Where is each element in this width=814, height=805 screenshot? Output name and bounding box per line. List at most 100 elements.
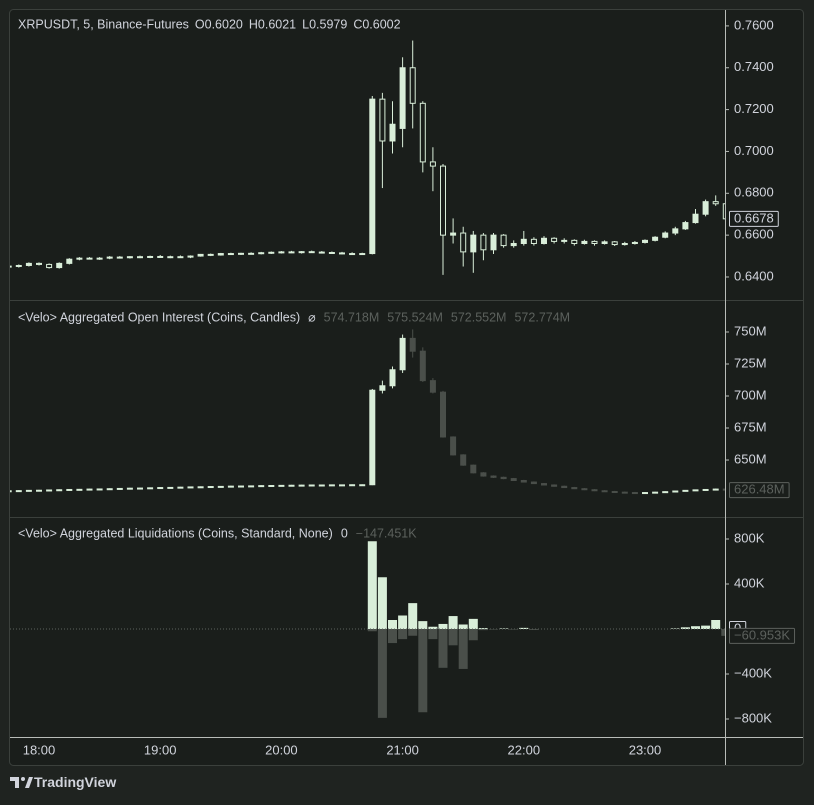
candle-body — [308, 251, 315, 254]
candle-body — [682, 222, 689, 230]
candle-body — [15, 490, 22, 493]
ohlc-value: H0.6021 — [249, 17, 296, 31]
liquidation-bar — [438, 623, 448, 630]
y-tick-label: 0.6600 — [734, 227, 774, 242]
liquidation-bar — [721, 629, 725, 636]
y-tick-label: 675M — [734, 419, 767, 434]
candle-body — [36, 489, 42, 492]
candle-body — [137, 256, 143, 259]
candle-body — [238, 252, 244, 255]
candle-body — [288, 484, 295, 487]
pane-title: <Velo> Aggregated Liquidations (Coins, S… — [18, 526, 333, 540]
candle-body — [167, 486, 174, 489]
liquidation-bar — [448, 629, 458, 646]
candle-body — [96, 257, 103, 260]
legend-value: 575.524M — [387, 310, 443, 324]
y-tick-label: 650M — [734, 451, 767, 466]
candle-body — [530, 238, 537, 245]
candle-body — [227, 485, 234, 488]
candle-body — [10, 490, 12, 493]
candle-body — [440, 391, 446, 438]
liquidation-bar — [478, 628, 488, 630]
liquidation-bar — [367, 541, 377, 630]
candle-body — [440, 165, 446, 236]
candle-body — [611, 241, 618, 246]
candle-body — [25, 262, 32, 266]
candle-body — [46, 263, 53, 269]
candle-body — [460, 232, 467, 253]
candle-body — [389, 123, 396, 142]
candle-body — [268, 485, 275, 488]
candle-body — [207, 486, 214, 489]
candle-body — [147, 255, 154, 258]
price-pane — [10, 40, 725, 275]
candle-body — [490, 475, 497, 478]
last-value-label: 0.6678 — [734, 210, 774, 225]
candle-body — [258, 252, 265, 255]
candle-body — [682, 489, 689, 492]
liquidation-bar — [418, 621, 428, 630]
candle-body — [248, 485, 255, 488]
brand-name: TradingView — [34, 774, 116, 790]
y-tick-label: 400K — [734, 575, 765, 590]
candle-body — [369, 389, 376, 486]
candle-body — [429, 161, 436, 167]
pane-title: <Velo> Aggregated Open Interest (Coins, … — [18, 310, 300, 324]
candle-body — [601, 241, 608, 245]
liquidation-bar — [428, 629, 438, 640]
candle-body — [581, 488, 588, 491]
last-value-box — [729, 482, 790, 499]
x-tick-label: 21:00 — [386, 742, 419, 757]
liquidation-bar — [408, 629, 418, 636]
candle-body — [409, 337, 416, 352]
candle-body — [349, 484, 356, 487]
candle-body — [116, 256, 123, 259]
candle-body — [551, 237, 558, 242]
candle-body — [722, 203, 725, 220]
y-tick-label: 0.7200 — [734, 101, 774, 116]
candle-body — [318, 484, 325, 487]
legend-value: 572.552M — [451, 310, 507, 324]
candle-body — [177, 486, 184, 489]
liquidation-bar — [398, 615, 408, 630]
candle-body — [217, 485, 224, 488]
candle-body — [227, 253, 234, 256]
liquidation-bar — [377, 629, 387, 718]
liquidation-bar — [398, 629, 408, 640]
candle-body — [157, 487, 164, 490]
liquidation-bar — [711, 620, 721, 630]
candle-body — [379, 98, 386, 142]
candle-body — [76, 257, 83, 260]
liquidation-bar — [458, 624, 468, 630]
candle-body — [177, 256, 184, 259]
candle-body — [662, 491, 669, 494]
candle-body — [510, 243, 517, 247]
open-interest-pane — [10, 329, 725, 495]
candle-body — [288, 251, 295, 254]
candle-body — [399, 67, 406, 129]
candle-body — [571, 239, 578, 245]
candle-body — [712, 201, 719, 205]
candle-body — [86, 488, 93, 491]
candle-body — [328, 252, 335, 255]
x-tick-label: 18:00 — [23, 742, 56, 757]
legend-value: 572.774M — [514, 310, 570, 324]
liquidation-bar — [458, 629, 468, 669]
candle-body — [561, 485, 568, 489]
liquidation-bar — [691, 626, 700, 630]
candle-body — [601, 490, 608, 493]
candle-body — [369, 98, 376, 255]
chart-frame — [9, 9, 804, 766]
last-value-box — [729, 627, 796, 644]
candle-body — [399, 337, 406, 371]
candle-body — [621, 491, 628, 494]
candle-body — [167, 256, 174, 259]
candle-body — [419, 102, 426, 163]
candle-body — [359, 484, 366, 487]
candle-body — [591, 240, 598, 245]
candle-body — [702, 201, 709, 215]
candle-body — [722, 488, 725, 491]
candle-body — [642, 492, 648, 495]
liquidation-bar — [499, 628, 509, 630]
